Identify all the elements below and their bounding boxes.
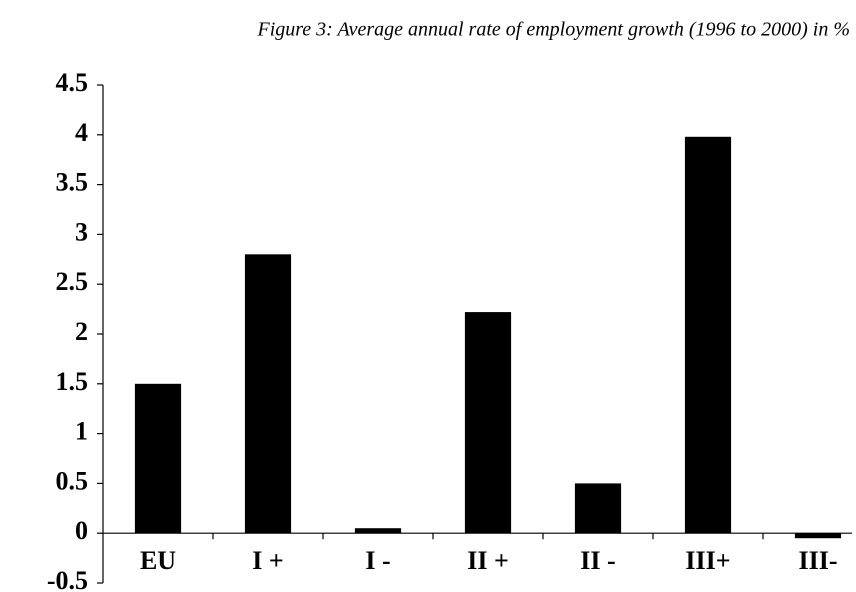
y-tick-label: 1 <box>75 417 88 446</box>
y-tick-label: 3 <box>75 217 88 246</box>
x-tick-label: III- <box>798 546 837 575</box>
y-tick-label: 0 <box>75 516 88 545</box>
x-tick-label: II + <box>467 546 509 575</box>
y-tick-label: 1.5 <box>56 367 89 396</box>
y-tick-label: 0.5 <box>56 466 89 495</box>
y-tick-label: -0.5 <box>47 566 88 592</box>
y-tick-label: 2.5 <box>56 267 89 296</box>
bar <box>244 254 292 534</box>
x-tick-label: II - <box>580 546 615 575</box>
bar <box>794 533 842 539</box>
y-tick-label: 4.5 <box>56 68 89 97</box>
y-tick-label: 4 <box>75 118 88 147</box>
bar <box>354 528 402 534</box>
y-tick-label: 2 <box>75 317 88 346</box>
bar <box>134 383 182 534</box>
x-tick-label: III+ <box>685 546 730 575</box>
x-tick-label: I + <box>252 546 283 575</box>
bar <box>684 136 732 534</box>
y-tick-label: 3.5 <box>56 168 89 197</box>
bar <box>464 312 512 534</box>
chart-title: Figure 3: Average annual rate of employm… <box>256 19 850 41</box>
x-tick-label: EU <box>140 546 176 575</box>
bar <box>574 483 622 534</box>
x-tick-label: I - <box>365 546 390 575</box>
